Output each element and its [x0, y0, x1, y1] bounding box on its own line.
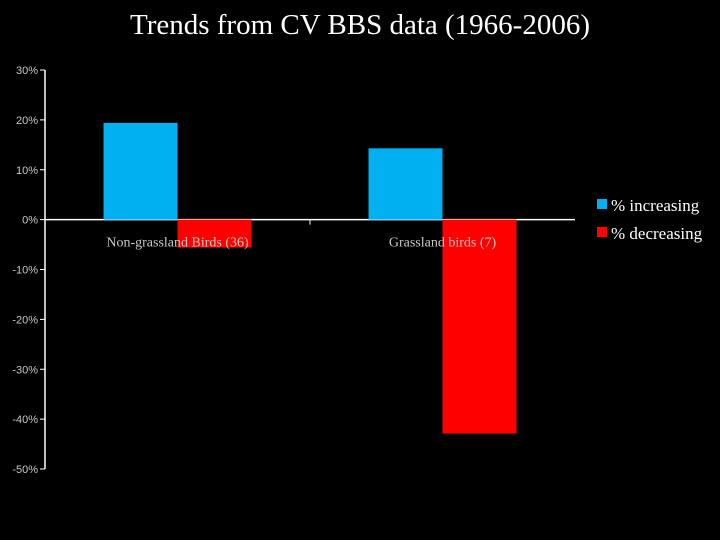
y-tick-label: -20%	[12, 314, 38, 326]
y-tick-label: 30%	[16, 65, 38, 77]
legend-label: % increasing	[611, 196, 700, 215]
bar-decreasing	[177, 219, 252, 248]
bar-increasing	[368, 148, 443, 220]
y-tick-label: -40%	[12, 414, 38, 426]
legend-label: % decreasing	[611, 224, 703, 243]
category-labels: Non-grassland Birds (36) Grassland birds …	[106, 236, 496, 251]
category-label: Non-grassland Birds (36)	[106, 236, 249, 251]
y-tick-label: 20%	[16, 115, 38, 127]
chart-title: Trends from CV BBS data (1966-2006)	[130, 9, 590, 41]
y-axis: 30% 20% 10% 0% -10% -20% -30% -40% -50%	[12, 65, 46, 476]
y-tick-label: 0%	[22, 215, 38, 227]
bar-decreasing	[442, 219, 517, 434]
y-tick-label: -10%	[12, 265, 38, 277]
legend: % increasing % decreasing	[597, 196, 703, 243]
bars	[103, 122, 517, 434]
y-tick-label: 10%	[16, 165, 38, 177]
y-tick-label: -30%	[12, 364, 38, 376]
category-label: Grassland birds (7)	[389, 236, 497, 251]
legend-swatch	[597, 227, 607, 237]
y-tick-label: -50%	[12, 464, 38, 476]
legend-swatch	[597, 199, 607, 209]
bar-increasing	[103, 122, 178, 220]
